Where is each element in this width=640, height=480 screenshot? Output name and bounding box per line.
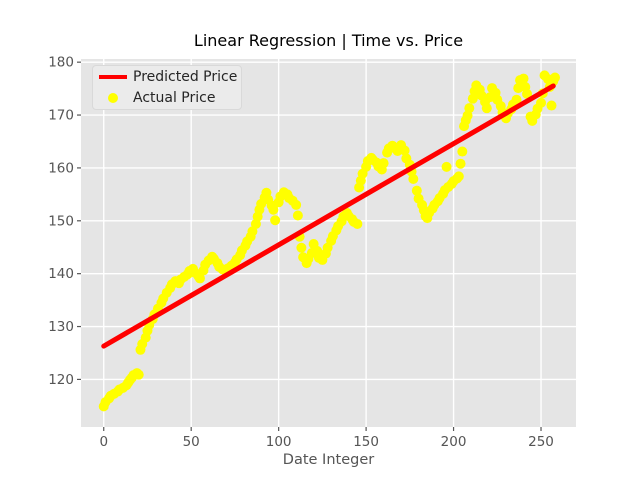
legend-item-actual: Actual Price	[93, 89, 241, 108]
y-tick-label: 180	[48, 55, 74, 71]
scatter-point	[457, 146, 468, 157]
y-tick-label: 160	[48, 160, 74, 176]
y-tick-label: 120	[48, 372, 74, 388]
y-tick-label: 170	[48, 108, 74, 124]
scatter-point	[455, 158, 466, 169]
scatter-point	[268, 204, 279, 215]
legend-label-predicted: Predicted Price	[133, 69, 238, 85]
legend-handle	[93, 75, 133, 79]
scatter-point	[292, 210, 303, 221]
scatter-point	[481, 103, 492, 114]
x-tick-label: 200	[441, 434, 467, 450]
x-tick-label: 100	[266, 434, 292, 450]
legend-line-swatch	[99, 75, 127, 79]
legend: Predicted Price Actual Price	[92, 65, 242, 110]
x-tick-label: 50	[183, 434, 200, 450]
x-axis-label: Date Integer	[282, 452, 375, 468]
legend-handle	[93, 93, 133, 103]
scatter-point	[518, 73, 529, 84]
scatter-point	[247, 226, 258, 237]
scatter-point	[399, 145, 410, 156]
scatter-point	[352, 218, 363, 229]
x-tick-label: 150	[353, 434, 379, 450]
x-tick-label: 0	[99, 434, 108, 450]
scatter-point	[378, 158, 389, 169]
scatter-point	[291, 199, 302, 210]
y-tick-label: 130	[48, 319, 74, 335]
scatter-point	[453, 171, 464, 182]
chart-title: Linear Regression | Time vs. Price	[193, 31, 464, 50]
y-tick-label: 140	[48, 266, 74, 282]
legend-dot-swatch	[108, 93, 118, 103]
regression-line	[101, 83, 556, 349]
scatter-point	[296, 242, 307, 253]
scatter-point	[441, 161, 452, 172]
scatter-point	[550, 72, 561, 83]
scatter-point	[270, 215, 281, 226]
legend-label-actual: Actual Price	[133, 90, 216, 106]
x-tick-label: 250	[528, 434, 554, 450]
scatter-point	[522, 88, 533, 99]
scatter-point	[464, 103, 475, 114]
scatter-point	[194, 273, 205, 284]
y-tick-label: 150	[48, 213, 74, 229]
legend-item-predicted: Predicted Price	[93, 68, 241, 87]
scatter-point	[133, 369, 144, 380]
scatter-point	[546, 100, 557, 111]
scatter-point	[536, 97, 547, 108]
scatter-point	[511, 94, 522, 105]
scatter-point	[411, 185, 422, 196]
scatter-point	[408, 174, 419, 185]
